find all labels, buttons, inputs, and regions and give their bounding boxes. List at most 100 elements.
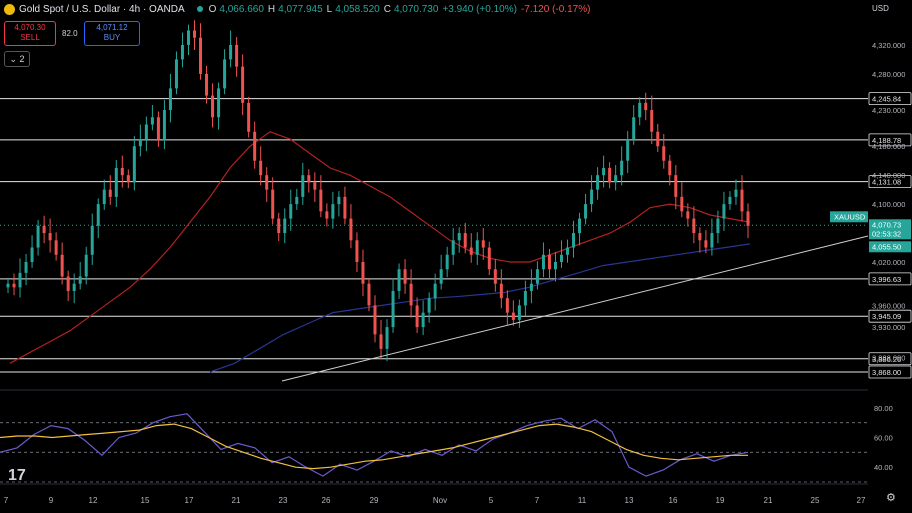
candle-body bbox=[114, 167, 118, 197]
candle-body bbox=[517, 305, 521, 320]
candle-body bbox=[620, 160, 624, 176]
level-label: 3,945.09 bbox=[872, 312, 901, 321]
candle-body bbox=[686, 211, 690, 219]
candle-body bbox=[746, 211, 750, 226]
candle-body bbox=[66, 276, 70, 291]
current-price-tag bbox=[869, 219, 911, 240]
time-tick-label: 16 bbox=[669, 496, 678, 505]
candle-body bbox=[331, 204, 335, 219]
settings-gear-icon[interactable]: ⚙ bbox=[886, 492, 896, 504]
time-tick-label: 27 bbox=[857, 496, 866, 505]
chevron-down-icon: ⌄ bbox=[9, 54, 17, 64]
market-open-icon bbox=[196, 6, 203, 12]
rsi-tick-label: 40.00 bbox=[874, 463, 893, 472]
candle-body bbox=[734, 189, 738, 197]
candle-body bbox=[30, 247, 34, 262]
candle-body bbox=[186, 30, 190, 45]
candle-body bbox=[584, 204, 588, 219]
level-tag bbox=[868, 272, 912, 286]
candle-body bbox=[54, 240, 58, 255]
time-tick-label: 25 bbox=[811, 496, 820, 505]
candle-body bbox=[463, 233, 467, 248]
candle-body bbox=[493, 269, 497, 284]
countdown-label: 02:53:32 bbox=[872, 229, 901, 238]
level-label: 3,868.00 bbox=[872, 368, 901, 377]
candle-body bbox=[439, 269, 443, 284]
candle-body bbox=[205, 73, 209, 96]
candle-body bbox=[698, 233, 702, 241]
time-tick-label: 21 bbox=[232, 496, 241, 505]
candle-body bbox=[90, 225, 94, 255]
candle-body bbox=[740, 189, 744, 212]
candle-body bbox=[535, 269, 539, 284]
candle-body bbox=[710, 233, 714, 248]
level-tag bbox=[868, 133, 912, 147]
candle-body bbox=[481, 240, 485, 248]
candle-body bbox=[578, 218, 582, 234]
price-axis-bg bbox=[868, 0, 912, 513]
symbol-title[interactable]: Gold Spot / U.S. Dollar · 4h · OANDA bbox=[19, 3, 185, 15]
chart-header: Gold Spot / U.S. Dollar · 4h · OANDA O 4,… bbox=[4, 2, 594, 16]
price-tick-label: 4,020.000 bbox=[872, 258, 905, 267]
candle-body bbox=[301, 175, 305, 197]
low-label: L bbox=[326, 3, 333, 15]
candle-body bbox=[415, 305, 419, 328]
candle-body bbox=[355, 240, 359, 262]
indicators-toggle[interactable]: ⌄ 2 bbox=[4, 51, 30, 67]
candle-body bbox=[343, 196, 347, 219]
ma-slow-line bbox=[209, 243, 751, 373]
candle-body bbox=[397, 269, 401, 291]
candle-body bbox=[650, 110, 654, 132]
candle-body bbox=[590, 189, 594, 205]
sell-label: SELL bbox=[20, 33, 40, 42]
candle-body bbox=[704, 240, 708, 248]
candle-body bbox=[247, 102, 251, 132]
currency-label[interactable]: USD bbox=[872, 4, 889, 13]
candle-body bbox=[572, 233, 576, 248]
buy-label: BUY bbox=[103, 33, 121, 42]
candle-body bbox=[180, 44, 184, 60]
candle-body bbox=[295, 196, 299, 205]
buy-price: 4,071.12 bbox=[96, 23, 128, 32]
candle-body bbox=[138, 139, 142, 147]
current-price-label: 4,070.73 bbox=[872, 220, 901, 229]
candle-body bbox=[566, 247, 570, 255]
candle-body bbox=[602, 167, 606, 176]
candle-body bbox=[662, 146, 666, 161]
time-tick-label: 9 bbox=[49, 496, 54, 505]
time-tick-label: 19 bbox=[716, 496, 725, 505]
sell-button[interactable]: 4,070.30 SELL bbox=[4, 21, 56, 46]
candle-body bbox=[174, 59, 178, 89]
candle-body bbox=[168, 88, 172, 111]
rsi-tick-label: 60.00 bbox=[874, 434, 893, 443]
candle-body bbox=[156, 117, 160, 139]
candle-body bbox=[505, 298, 509, 313]
candle-body bbox=[614, 175, 618, 183]
symbol-tag bbox=[830, 211, 868, 223]
candle-body bbox=[361, 262, 365, 284]
candle-body bbox=[469, 247, 473, 255]
candle-body bbox=[656, 131, 660, 147]
candle-body bbox=[337, 196, 341, 205]
candle-body bbox=[427, 298, 431, 313]
time-tick-label: 12 bbox=[89, 496, 98, 505]
level-tag bbox=[868, 175, 912, 189]
change-value: +3.940 (+0.10%) bbox=[442, 3, 517, 15]
candle-body bbox=[716, 218, 720, 234]
candle-body bbox=[193, 30, 197, 38]
time-tick-label: 15 bbox=[141, 496, 150, 505]
candle-body bbox=[379, 334, 383, 349]
candle-body bbox=[241, 66, 245, 103]
time-tick-label: 7 bbox=[535, 496, 540, 505]
candle-body bbox=[421, 312, 425, 328]
candle-body bbox=[102, 189, 106, 205]
buy-button[interactable]: 4,071.12 BUY bbox=[84, 21, 140, 46]
price-tick-label: 4,180.000 bbox=[872, 142, 905, 151]
ascending-trendline bbox=[281, 235, 869, 382]
candle-body bbox=[367, 283, 371, 306]
time-tick-label: 13 bbox=[625, 496, 634, 505]
level-tag bbox=[868, 92, 912, 105]
candle-body bbox=[307, 175, 311, 183]
candle-body bbox=[313, 182, 317, 190]
